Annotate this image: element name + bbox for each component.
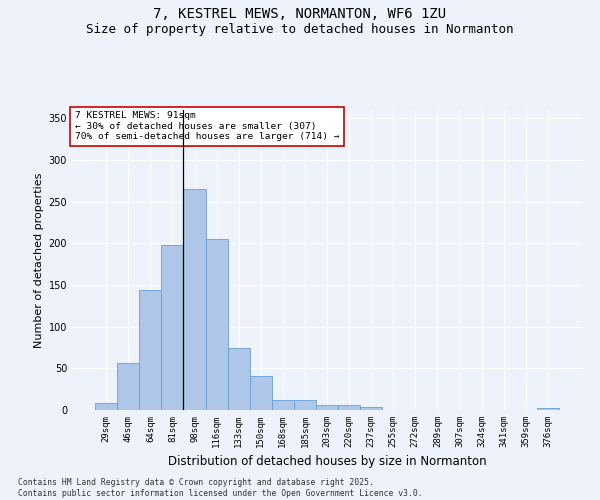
Bar — [537, 408, 559, 410]
Bar — [360, 406, 382, 410]
Bar — [206, 239, 227, 410]
Bar — [338, 405, 360, 410]
Bar — [227, 348, 250, 410]
Text: 7 KESTREL MEWS: 91sqm
← 30% of detached houses are smaller (307)
70% of semi-det: 7 KESTREL MEWS: 91sqm ← 30% of detached … — [74, 112, 339, 142]
Bar — [139, 290, 161, 410]
Text: Contains HM Land Registry data © Crown copyright and database right 2025.
Contai: Contains HM Land Registry data © Crown c… — [18, 478, 422, 498]
X-axis label: Distribution of detached houses by size in Normanton: Distribution of detached houses by size … — [167, 456, 487, 468]
Y-axis label: Number of detached properties: Number of detached properties — [34, 172, 44, 348]
Bar — [250, 376, 272, 410]
Bar — [294, 400, 316, 410]
Bar — [161, 245, 184, 410]
Text: Size of property relative to detached houses in Normanton: Size of property relative to detached ho… — [86, 22, 514, 36]
Bar — [184, 189, 206, 410]
Bar — [117, 362, 139, 410]
Bar — [272, 400, 294, 410]
Bar — [95, 404, 117, 410]
Bar — [316, 405, 338, 410]
Text: 7, KESTREL MEWS, NORMANTON, WF6 1ZU: 7, KESTREL MEWS, NORMANTON, WF6 1ZU — [154, 8, 446, 22]
